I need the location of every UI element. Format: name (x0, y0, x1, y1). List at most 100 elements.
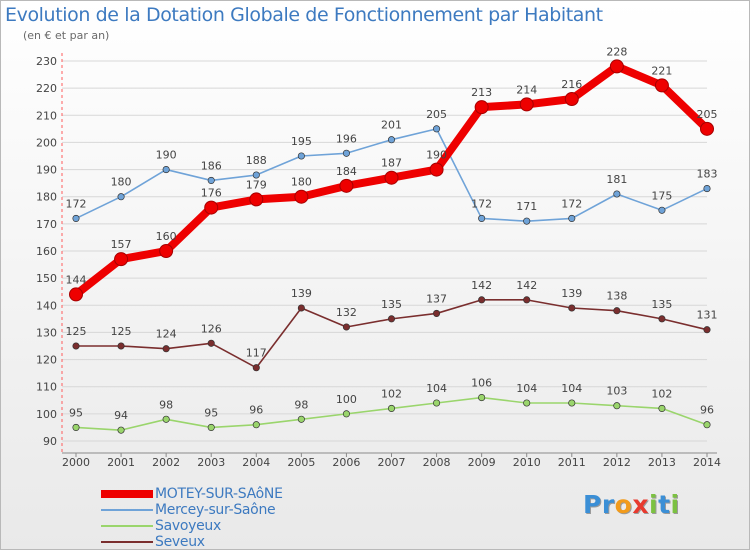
data-label: 142 (471, 279, 492, 292)
data-label: 104 (561, 382, 582, 395)
y-tick-label: 120 (36, 354, 57, 367)
data-point (387, 136, 396, 144)
data-point (568, 399, 576, 407)
data-label: 144 (66, 273, 87, 286)
y-tick-label: 200 (36, 136, 57, 149)
data-point (159, 244, 174, 258)
legend-label: Mercey-sur-Saône (155, 502, 276, 518)
x-tick-label: 2003 (197, 456, 225, 469)
data-point (654, 78, 669, 93)
x-tick-label: 2008 (423, 456, 451, 469)
data-point (252, 421, 260, 429)
x-tick-label: 2006 (332, 456, 360, 469)
data-label: 100 (336, 393, 357, 406)
data-point (474, 100, 489, 115)
data-label: 125 (66, 325, 87, 338)
x-tick-label: 2010 (513, 456, 541, 469)
data-label: 171 (516, 200, 537, 213)
x-tick-label: 2002 (152, 456, 180, 469)
data-point (478, 296, 486, 304)
data-label: 98 (159, 398, 173, 411)
y-tick-label: 180 (36, 191, 57, 204)
data-point (252, 364, 260, 372)
data-label: 132 (336, 306, 357, 319)
data-point (613, 190, 621, 198)
x-tick-label: 2000 (62, 456, 90, 469)
data-label: 95 (69, 406, 83, 419)
data-label: 104 (426, 382, 447, 395)
data-label: 201 (381, 119, 402, 132)
data-point (523, 399, 531, 407)
data-label: 138 (606, 290, 627, 303)
data-label: 137 (426, 292, 447, 305)
data-label: 184 (336, 165, 357, 178)
legend-label: MOTEY-SUR-SAôNE (155, 486, 283, 502)
y-tick-label: 90 (43, 435, 57, 448)
data-point (297, 304, 305, 312)
data-point (568, 214, 576, 222)
data-label: 117 (246, 347, 267, 360)
data-point (339, 178, 354, 193)
data-point (703, 326, 711, 334)
data-point (207, 339, 215, 347)
x-tick-label: 2011 (558, 456, 586, 469)
data-label: 96 (249, 404, 263, 417)
y-tick-label: 110 (36, 381, 57, 394)
data-label: 172 (561, 197, 582, 210)
data-point (523, 296, 531, 304)
legend-swatch (101, 525, 153, 527)
data-label: 176 (201, 187, 222, 200)
data-point (117, 426, 125, 434)
data-label: 106 (471, 377, 492, 390)
y-tick-label: 210 (36, 109, 57, 122)
data-label: 102 (381, 387, 402, 400)
data-point (117, 342, 125, 350)
y-tick-label: 150 (36, 272, 57, 285)
data-label: 160 (156, 230, 177, 243)
data-label: 104 (516, 382, 537, 395)
data-point (387, 315, 396, 323)
data-point (69, 287, 83, 302)
data-point (297, 152, 305, 160)
data-label: 216 (561, 78, 582, 91)
chart-subtitle: (en € et par an) (23, 29, 110, 42)
x-tick-label: 2007 (378, 456, 406, 469)
data-label: 102 (651, 387, 672, 400)
data-label: 175 (651, 189, 672, 202)
data-point (252, 171, 260, 179)
data-label: 139 (291, 287, 312, 300)
data-point (658, 404, 666, 412)
data-point (207, 423, 215, 431)
x-tick-label: 2013 (648, 456, 676, 469)
legend-label: Savoyeux (155, 518, 221, 534)
data-point (658, 315, 666, 323)
proxiti-logo: Proxiti (583, 490, 680, 519)
legend-swatch (101, 509, 153, 511)
y-tick-label: 160 (36, 245, 57, 258)
data-point (72, 423, 80, 431)
data-point (564, 92, 579, 106)
data-label: 228 (606, 45, 627, 58)
x-tick-label: 2014 (693, 456, 721, 469)
data-point (249, 192, 264, 207)
data-label: 186 (201, 159, 222, 172)
data-point (433, 399, 441, 407)
data-point (703, 421, 711, 429)
data-label: 179 (246, 178, 267, 191)
data-point (294, 189, 309, 204)
data-label: 181 (606, 173, 627, 186)
data-point (162, 345, 170, 353)
data-point (207, 176, 215, 184)
data-point (658, 206, 666, 214)
data-label: 213 (471, 86, 492, 99)
y-tick-label: 230 (36, 55, 57, 68)
y-tick-label: 170 (36, 218, 57, 231)
data-label: 190 (156, 149, 177, 162)
data-label: 188 (246, 154, 267, 167)
data-point (162, 415, 170, 423)
data-label: 205 (426, 108, 447, 121)
data-label: 96 (700, 404, 714, 417)
data-label: 180 (291, 176, 312, 189)
data-label: 126 (201, 322, 222, 335)
